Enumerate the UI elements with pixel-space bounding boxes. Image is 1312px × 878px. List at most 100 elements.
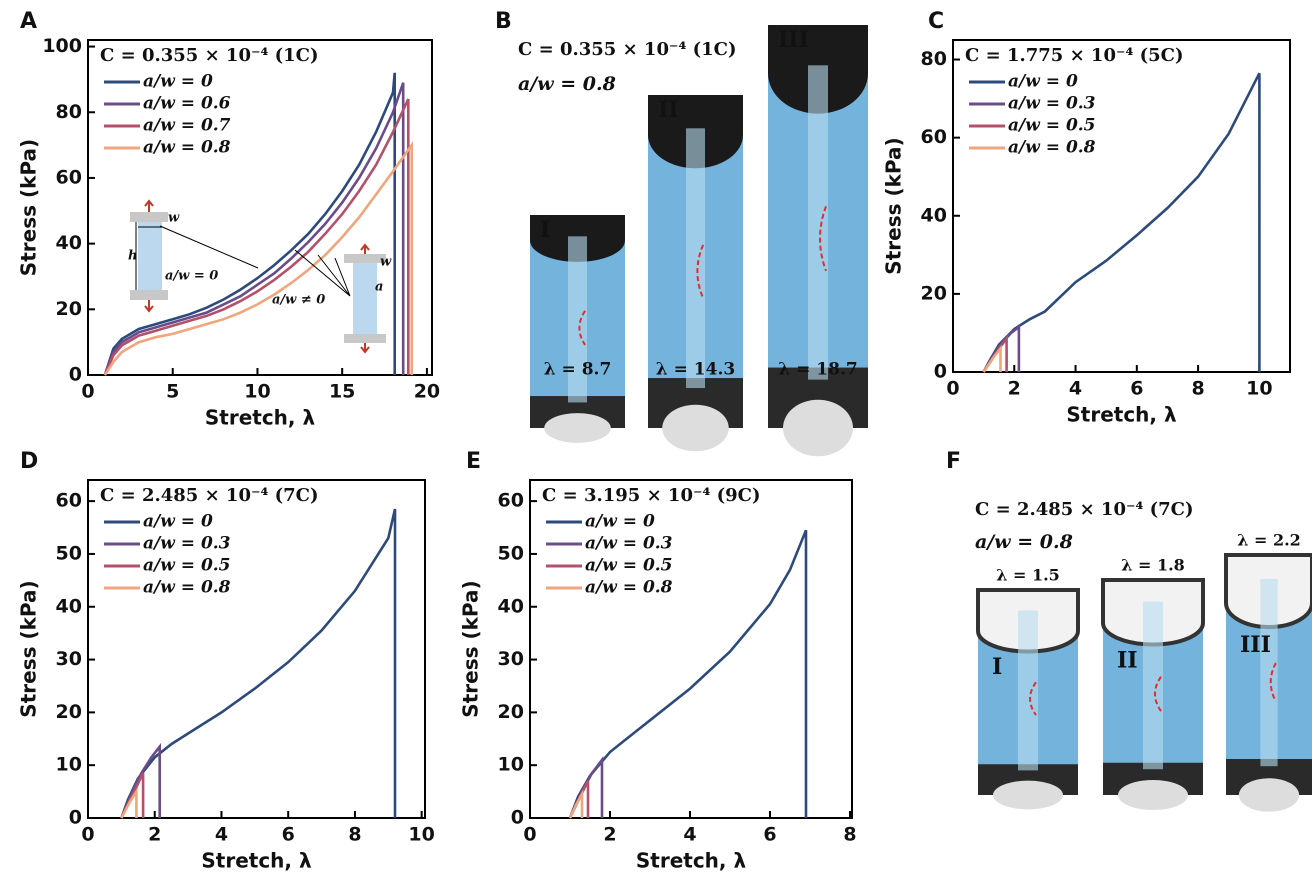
panel-letter: B	[495, 9, 512, 34]
plot-frame	[529, 479, 853, 819]
legend-label: a/w = 0	[585, 512, 655, 532]
series-line	[120, 787, 138, 819]
photo-label: III	[778, 27, 809, 53]
x-tick-label: 8	[843, 824, 856, 846]
photo-label: III	[1240, 632, 1271, 658]
x-tick-label: 2	[1008, 378, 1021, 400]
photo-label: I	[992, 654, 1002, 680]
legend-label: a/w = 0.8	[1008, 138, 1096, 158]
y-tick-label: 50	[56, 542, 82, 564]
x-tick-label: 4	[1069, 378, 1082, 400]
annotation: C = 2.485 × 10⁻⁴ (7C)	[100, 485, 319, 506]
inset-label: h	[128, 249, 137, 264]
inset-label: a/w ≠ 0	[272, 293, 325, 308]
legend-label: a/w = 0	[1008, 72, 1078, 92]
y-axis-label: Stress (kPa)	[17, 139, 41, 276]
y-tick-label: 0	[934, 361, 947, 383]
x-tick-label: 15	[329, 381, 355, 403]
panel-letter: A	[20, 9, 37, 34]
plot-frame	[952, 39, 1291, 373]
y-axis-label: Stress (kPa)	[459, 580, 483, 717]
y-axis-label: Stress (kPa)	[17, 580, 41, 717]
y-tick-label: 40	[498, 595, 524, 617]
clamp	[130, 212, 168, 222]
plot-frame	[87, 39, 433, 376]
clamp-disc	[662, 404, 729, 452]
crack	[1029, 681, 1037, 716]
crack	[578, 310, 586, 346]
series-line	[103, 98, 410, 376]
crack	[696, 244, 705, 299]
x-tick-label: 0	[81, 824, 94, 846]
y-axis-label: Stress (kPa)	[882, 137, 906, 274]
x-tick-label: 20	[414, 381, 440, 403]
x-tick-label: 4	[215, 824, 228, 846]
strip	[686, 128, 705, 389]
crack	[1154, 676, 1162, 712]
strip	[1260, 579, 1278, 767]
annotation: C = 1.775 × 10⁻⁴ (5C)	[965, 45, 1184, 66]
strip	[1143, 601, 1163, 770]
annotation: C = 3.195 × 10⁻⁴ (9C)	[542, 485, 761, 506]
inset-label: a	[375, 280, 383, 295]
x-tick-label: 8	[1191, 378, 1204, 400]
x-tick-label: 10	[244, 381, 270, 403]
x-tick-label: 0	[946, 378, 959, 400]
legend-label: a/w = 0.5	[585, 556, 673, 576]
y-tick-label: 20	[56, 298, 82, 320]
photo	[530, 215, 625, 443]
x-tick-label: 5	[166, 381, 179, 403]
specimen	[353, 262, 377, 334]
y-tick-label: 40	[56, 232, 82, 254]
panel-letter: D	[20, 449, 38, 474]
y-tick-label: 100	[42, 35, 82, 57]
photo-label: II	[1117, 648, 1138, 674]
y-tick-label: 80	[56, 101, 82, 123]
photo	[768, 25, 868, 457]
annotation: C = 2.485 × 10⁻⁴ (7C)	[975, 499, 1194, 520]
clamp-disc	[783, 399, 853, 457]
legend-label: a/w = 0.6	[143, 94, 231, 114]
stretch-label: λ = 8.7	[544, 360, 612, 380]
panel-letter: C	[928, 9, 944, 34]
x-tick-label: 0	[523, 824, 536, 846]
inset-label: w	[380, 255, 392, 270]
clamp	[344, 334, 386, 343]
x-tick-label: 4	[683, 824, 696, 846]
y-tick-label: 60	[921, 126, 947, 148]
y-tick-label: 10	[498, 754, 524, 776]
clamp-disc	[1118, 779, 1188, 811]
y-tick-label: 40	[921, 204, 947, 226]
y-tick-label: 20	[921, 282, 947, 304]
y-tick-label: 50	[498, 542, 524, 564]
legend-label: a/w = 0	[143, 72, 213, 92]
annotation: a/w = 0.8	[975, 531, 1073, 553]
legend-label: a/w = 0.3	[143, 534, 231, 554]
clamp	[130, 290, 168, 300]
inset-schematic	[130, 199, 386, 354]
x-tick-label: 0	[81, 381, 94, 403]
series-line	[103, 72, 396, 376]
y-tick-label: 60	[498, 490, 524, 512]
y-tick-label: 60	[56, 166, 82, 188]
specimen	[138, 220, 162, 290]
x-tick-label: 6	[763, 824, 776, 846]
y-tick-label: 30	[56, 648, 82, 670]
series-line	[982, 344, 1002, 373]
y-tick-label: 40	[56, 595, 82, 617]
legend-label: a/w = 0.8	[143, 138, 231, 158]
x-tick-label: 10	[1246, 378, 1272, 400]
clamp-disc	[993, 780, 1063, 810]
plot-frame	[87, 479, 426, 819]
pointer	[159, 225, 259, 269]
legend-label: a/w = 0.3	[1008, 94, 1096, 114]
y-tick-label: 30	[498, 648, 524, 670]
x-tick-label: 10	[408, 824, 434, 846]
stretch-label: λ = 1.8	[1121, 556, 1185, 575]
x-axis-label: Stretch, λ	[201, 849, 312, 873]
x-axis-label: Stretch, λ	[636, 849, 747, 873]
x-tick-label: 8	[348, 824, 361, 846]
y-tick-label: 80	[921, 48, 947, 70]
photo-label: I	[540, 217, 550, 243]
